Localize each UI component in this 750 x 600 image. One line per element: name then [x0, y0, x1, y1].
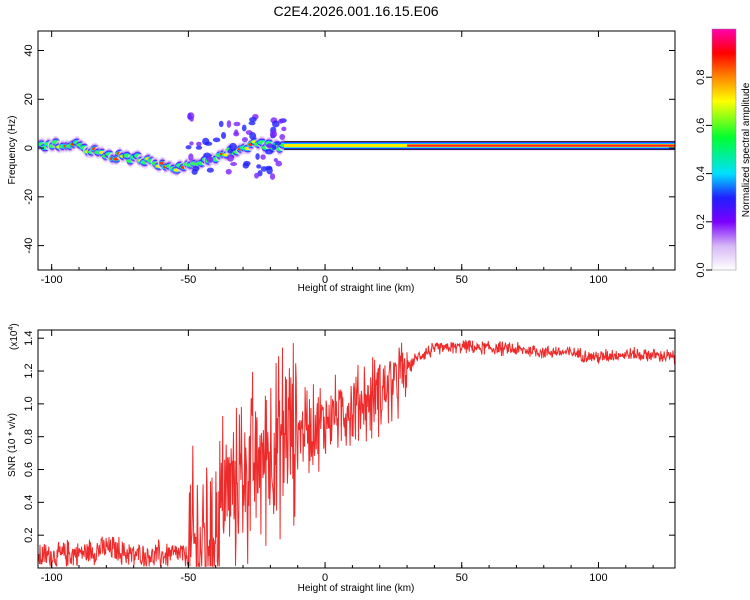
spectrogram-ticks: -100 -50 0 50 100 40 20 0 -20 -40	[23, 31, 675, 286]
colorbar-ticks: 0.0 0.2 0.4 0.6 0.8	[695, 70, 712, 278]
snr-ytick-label: 0.6	[23, 462, 35, 477]
snr-scale-base: (x10	[9, 330, 20, 350]
figure-title: C2E4.2026.001.16.15.E06	[273, 3, 438, 19]
spectrogram-speckle	[206, 156, 214, 163]
spectrogram-ytick-label: 0	[23, 145, 35, 151]
colorbar-frame	[711, 28, 737, 271]
snr-ylabel: SNR (10 * v/v)	[7, 413, 18, 477]
spectrogram-speckle	[218, 120, 224, 128]
snr-plot-area	[38, 330, 675, 568]
spectrogram-ytick-label: -40	[23, 238, 35, 254]
spectrogram-xtick-label: 100	[589, 274, 607, 286]
spectrogram-speckle	[255, 153, 260, 160]
spectrogram-speckle	[274, 141, 282, 146]
snr-xlabel: Height of straight line (km)	[298, 583, 415, 594]
snr-frame	[37, 329, 676, 569]
spectrogram-blobs	[38, 112, 675, 180]
snr-xtick-label: 100	[589, 572, 607, 584]
spectrogram-band-core	[407, 144, 675, 147]
colorbar-tick-label: 0.0	[695, 262, 707, 277]
spectrogram-speckle	[212, 137, 221, 143]
snr-ytick-label: 0.4	[23, 495, 35, 510]
spectrogram-xtick-label: 50	[456, 274, 468, 286]
spectrogram-speckle	[203, 152, 211, 158]
spectrogram-speckle	[188, 153, 194, 161]
snr-ytick-label: 0.8	[23, 429, 35, 444]
snr-ytick-label: 1.2	[23, 363, 35, 378]
spectrogram-speckle	[196, 141, 202, 147]
colorbar-tick-label: 0.2	[695, 214, 707, 229]
snr-ytick-label: 1.4	[23, 331, 35, 346]
snr-panel: -100 -50 0 50 100 1.4 1.2 1.0 0.8 0.6 0.4 0.2 Heigh…	[7, 323, 676, 594]
spectrogram-xtick-label: -50	[180, 274, 196, 286]
spectrogram-speckle	[204, 141, 213, 146]
colorbar-tick-label: 0.6	[695, 118, 707, 133]
spectrogram-speckle	[265, 148, 273, 155]
colorbar-tick-label: 0.8	[695, 70, 707, 85]
spectrogram-ytick-label: 20	[23, 93, 35, 105]
spectrogram-ytick-label: 40	[23, 44, 35, 56]
spectrogram-speckle	[249, 117, 257, 123]
colorbar-gradient	[712, 29, 736, 270]
spectrogram-speckle	[241, 136, 248, 143]
snr-xtick-label: -50	[180, 572, 196, 584]
spectrogram-speckle	[266, 166, 273, 175]
spectrogram-speckle	[195, 145, 203, 150]
spectrogram-speckle	[269, 130, 277, 138]
spectrogram-speckle	[279, 133, 286, 140]
spectrogram-speckle	[254, 172, 260, 179]
snr-scale-label: (x104)	[8, 323, 20, 350]
spectrogram-speckle	[233, 131, 240, 137]
spectrogram-speckle	[233, 121, 241, 127]
snr-xtick-label: 0	[322, 572, 328, 584]
colorbar-label: Normalized spectral amplitude	[741, 82, 750, 217]
spectrogram-speckle	[256, 164, 262, 169]
spectrogram-speckle	[226, 154, 235, 162]
spectrogram-speckle	[230, 161, 238, 166]
snr-ytick-label: 1.0	[23, 396, 35, 411]
spectrogram-frame	[37, 30, 676, 271]
spectrogram-ylabel: Frequency (Hz)	[7, 116, 18, 185]
spectrogram-speckle	[226, 120, 232, 128]
spectrogram-speckle	[273, 158, 278, 163]
spectrogram-speckle	[243, 160, 251, 167]
spectrogram-speckle	[275, 160, 282, 167]
spectrogram-speckle	[206, 167, 214, 173]
snr-series-line	[38, 339, 675, 568]
spectrogram-speckle	[269, 173, 276, 180]
spectrogram-speckle	[248, 121, 256, 126]
spectrogram-speckle	[272, 120, 280, 128]
snr-scale-exp: 4	[8, 327, 15, 331]
snr-ytick-label: 0.2	[23, 528, 35, 543]
spectrogram-xlabel: Height of straight line (km)	[298, 283, 415, 294]
spectrogram-speckle	[220, 132, 227, 139]
spectrogram-speckle	[278, 118, 284, 124]
spectrogram-panel: -100 -50 0 50 100 40 20 0 -20 -40 Height of strai…	[7, 30, 676, 294]
spectrogram-speckle	[266, 143, 274, 149]
spectrogram-speckle	[185, 145, 192, 150]
spectrogram-speckle	[229, 142, 238, 151]
snr-ticks: -100 -50 0 50 100 1.4 1.2 1.0 0.8 0.6 0.4 0.2	[23, 330, 675, 584]
spectrogram-ytick-label: -20	[23, 189, 35, 205]
svg-text:(x104): (x104)	[8, 323, 20, 350]
spectrogram-speckle	[241, 124, 247, 132]
snr-xtick-label: -100	[41, 572, 63, 584]
spectrogram-speckle	[260, 166, 268, 172]
colorbar: 0.0 0.2 0.4 0.6 0.8 Normalized spectral ampl…	[695, 28, 750, 278]
spectrogram-speckle	[281, 126, 287, 132]
colorbar-tick-label: 0.4	[695, 166, 707, 181]
spectrogram-xtick-label: 0	[322, 274, 328, 286]
spectrogram-speckle	[189, 116, 194, 122]
snr-xtick-label: 50	[456, 572, 468, 584]
spectrogram-speckle	[271, 144, 277, 151]
spectrogram-speckle	[260, 154, 266, 160]
spectrogram-speckle	[191, 169, 198, 175]
spectrogram-xtick-label: -100	[41, 274, 63, 286]
spectrogram-speckle	[225, 168, 232, 175]
spectrogram-speckle	[249, 132, 257, 140]
spectrogram-speckle	[189, 141, 194, 146]
